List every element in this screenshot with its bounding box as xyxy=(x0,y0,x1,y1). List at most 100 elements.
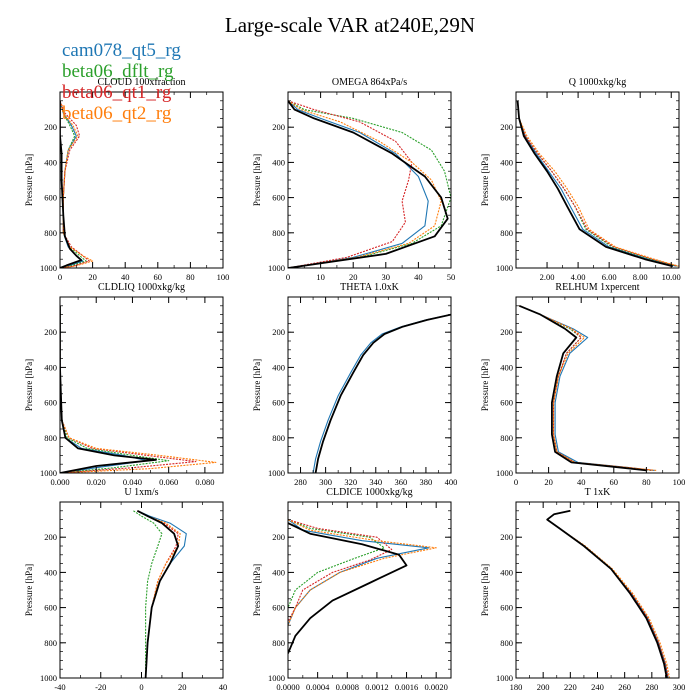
panel-series-q xyxy=(516,100,679,268)
x-tick-label-cldice: 0.0012 xyxy=(365,682,388,692)
x-tick-label-omega: 30 xyxy=(382,272,391,282)
y-axis-label-theta: Pressure [hPa] xyxy=(252,359,262,411)
x-tick-label-cldliq: 0.060 xyxy=(159,477,178,487)
x-tick-label-cldliq: 0.020 xyxy=(87,477,106,487)
x-tick-label-q: 2.00 xyxy=(540,272,555,282)
legend-entry-cam078: cam078_qt5_rg xyxy=(62,40,181,61)
series-line-cam078-qt5-rg-u xyxy=(137,510,187,678)
y-tick-label-omega: 400 xyxy=(272,157,285,167)
y-axis-label-omega: Pressure [hPa] xyxy=(252,154,262,206)
series-line-beta06-dflt-rg-t xyxy=(546,510,669,678)
x-tick-label-cldice: 0.0000 xyxy=(276,682,299,692)
y-tick-label-cloud: 200 xyxy=(44,122,57,132)
x-tick-label-theta: 380 xyxy=(420,477,433,487)
x-tick-label-t: 300 xyxy=(673,682,686,692)
x-tick-label-cldice: 0.0016 xyxy=(395,682,418,692)
y-tick-label-relhum: 800 xyxy=(500,433,513,443)
x-tick-label-u: -40 xyxy=(54,682,65,692)
panel-series-relhum xyxy=(518,304,657,472)
series-line-reference-omega xyxy=(288,100,449,268)
x-tick-label-relhum: 40 xyxy=(577,477,586,487)
panel-series-theta xyxy=(312,313,451,473)
x-tick-label-cldice: 0.0004 xyxy=(306,682,330,692)
y-axis-label-relhum: Pressure [hPa] xyxy=(480,359,490,411)
panel-series-cldice xyxy=(288,519,437,654)
y-tick-label-cldice: 800 xyxy=(272,638,285,648)
y-tick-label-t: 200 xyxy=(500,532,513,542)
x-tick-label-cldliq: 0.000 xyxy=(50,477,69,487)
series-line-beta06-dflt-rg-cloud xyxy=(60,100,87,268)
panel-series-omega xyxy=(288,100,451,268)
x-tick-label-t: 260 xyxy=(618,682,631,692)
x-tick-label-u: 20 xyxy=(178,682,187,692)
x-tick-label-t: 180 xyxy=(510,682,523,692)
series-line-beta06-qt2-rg-cldice xyxy=(288,519,437,626)
y-tick-label-u: 600 xyxy=(44,603,57,613)
series-line-beta06-qt2-rg-cloud xyxy=(60,100,94,268)
series-line-cam078-qt5-rg-omega xyxy=(288,100,429,268)
y-tick-label-t: 400 xyxy=(500,567,513,577)
panel-series-cloud xyxy=(60,100,94,268)
series-line-cam078-qt5-rg-relhum xyxy=(519,305,655,471)
x-tick-label-cloud: 60 xyxy=(154,272,163,282)
series-line-beta06-qt2-rg-t xyxy=(546,510,671,678)
y-tick-label-relhum: 1000 xyxy=(496,468,513,478)
series-line-beta06-qt1-rg-u xyxy=(137,510,179,678)
panel-frame-u xyxy=(59,501,224,679)
series-line-beta06-qt1-rg-theta xyxy=(315,314,451,473)
x-tick-label-relhum: 100 xyxy=(673,477,686,487)
y-tick-label-cloud: 400 xyxy=(44,157,57,167)
series-line-beta06-dflt-rg-cldice xyxy=(288,519,385,608)
y-tick-label-t: 600 xyxy=(500,603,513,613)
panel-title-theta: THETA 1.0xK xyxy=(340,282,399,293)
series-line-cam078-qt5-rg-cloud xyxy=(60,100,84,268)
y-tick-label-q: 200 xyxy=(500,122,513,132)
y-tick-label-q: 400 xyxy=(500,157,513,167)
panel-q: 200 400 600 800 1000 2.00 4.00 6.00 8.00 10.00 Q 1… xyxy=(480,77,681,282)
x-tick-label-theta: 340 xyxy=(369,477,382,487)
panel-title-omega: OMEGA 864xPa/s xyxy=(332,77,407,88)
x-tick-label-u: -20 xyxy=(95,682,106,692)
y-tick-label-theta: 400 xyxy=(272,362,285,372)
x-tick-label-cloud: 0 xyxy=(58,272,62,282)
series-line-cam078-qt5-rg-t xyxy=(546,510,669,678)
y-tick-label-u: 800 xyxy=(44,638,57,648)
series-line-reference-theta xyxy=(314,313,451,473)
series-line-reference-q xyxy=(516,100,674,268)
y-tick-label-cldice: 1000 xyxy=(268,673,285,683)
y-axis-label-cldliq: Pressure [hPa] xyxy=(24,359,34,411)
legend-entry-beta06-qt2: beta06_qt2_rg xyxy=(62,103,172,124)
x-tick-label-u: 40 xyxy=(219,682,228,692)
y-tick-label-cldice: 600 xyxy=(272,603,285,613)
x-tick-label-theta: 300 xyxy=(319,477,332,487)
series-line-beta06-qt1-rg-cldliq xyxy=(60,305,197,473)
y-tick-label-cldliq: 600 xyxy=(44,398,57,408)
series-line-beta06-qt1-rg-cldice xyxy=(288,519,393,622)
y-tick-label-q: 1000 xyxy=(496,263,513,273)
x-tick-label-q: 4.00 xyxy=(571,272,586,282)
series-line-beta06-qt2-rg-theta xyxy=(315,314,451,473)
y-tick-label-u: 400 xyxy=(44,567,57,577)
x-tick-label-cldice: 0.0020 xyxy=(424,682,447,692)
series-line-cam078-qt5-rg-theta xyxy=(312,314,451,473)
y-tick-label-theta: 600 xyxy=(272,398,285,408)
x-tick-label-omega: 10 xyxy=(316,272,325,282)
x-tick-label-cloud: 100 xyxy=(217,272,230,282)
series-line-beta06-dflt-rg-relhum xyxy=(519,305,652,471)
y-tick-label-t: 800 xyxy=(500,638,513,648)
series-line-beta06-qt2-rg-relhum xyxy=(519,305,657,471)
x-tick-label-relhum: 80 xyxy=(642,477,651,487)
x-tick-label-relhum: 0 xyxy=(514,477,518,487)
x-tick-label-omega: 40 xyxy=(414,272,423,282)
series-line-beta06-qt1-rg-omega xyxy=(288,100,413,268)
panel-frame-theta xyxy=(287,296,452,474)
y-tick-label-q: 800 xyxy=(500,228,513,238)
series-line-reference-u xyxy=(136,510,180,678)
y-tick-label-cldice: 400 xyxy=(272,567,285,577)
x-tick-label-t: 200 xyxy=(537,682,550,692)
y-tick-label-cloud: 600 xyxy=(44,193,57,203)
